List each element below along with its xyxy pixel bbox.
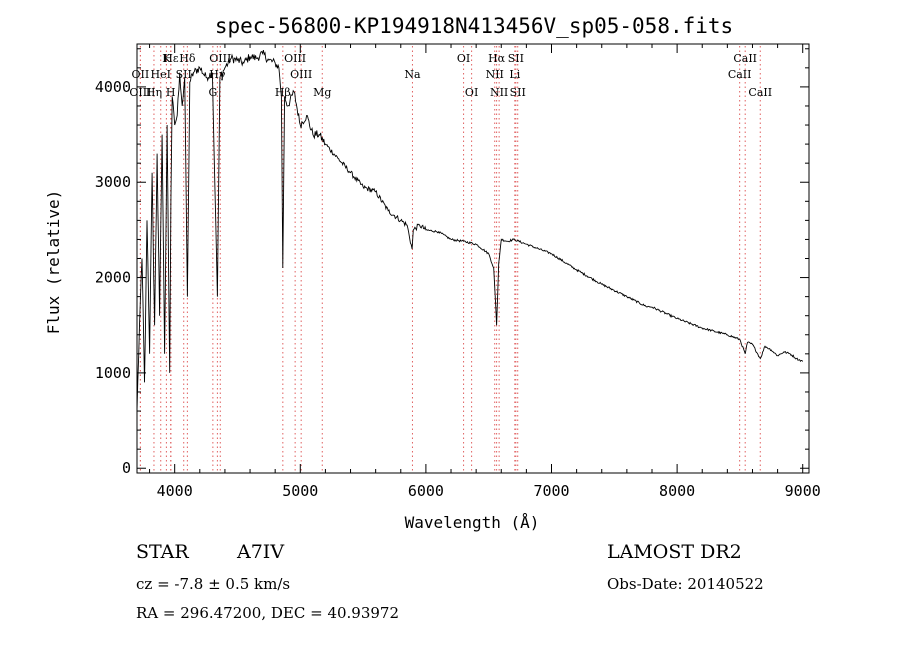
line-marker-label: Mg bbox=[313, 86, 331, 99]
y-tick-label: 1000 bbox=[95, 364, 131, 382]
line-marker-label: Hδ bbox=[179, 52, 196, 65]
redshift-value: cz = -7.8 ± 0.5 km/s bbox=[136, 575, 291, 593]
line-marker-label: Hβ bbox=[275, 86, 291, 99]
y-tick-label: 3000 bbox=[95, 173, 131, 191]
x-tick-label: 8000 bbox=[659, 482, 695, 500]
chart-title: spec-56800-KP194918N413456V_sp05-058.fit… bbox=[215, 14, 733, 38]
line-marker-label: Hε bbox=[163, 52, 179, 65]
line-marker-label: NII bbox=[486, 68, 504, 81]
y-tick-label: 0 bbox=[122, 459, 131, 477]
observation-date: Obs-Date: 20140522 bbox=[607, 575, 764, 593]
line-marker-label: OII bbox=[132, 68, 150, 81]
y-tick-label: 4000 bbox=[95, 78, 131, 96]
x-axis-label: Wavelength (Å) bbox=[405, 513, 540, 532]
x-tick-label: 9000 bbox=[785, 482, 821, 500]
line-marker-label: OI bbox=[465, 86, 478, 99]
coordinates: RA = 296.47200, DEC = 40.93972 bbox=[136, 604, 400, 622]
y-tick-label: 2000 bbox=[95, 269, 131, 287]
object-type: STAR bbox=[136, 541, 189, 563]
line-marker-label: OIII bbox=[284, 52, 306, 65]
axes: 4000 5000 6000 7000 8000 9000 0 1000 2000 3000 400… bbox=[95, 44, 821, 500]
line-marker-label: Hα bbox=[488, 52, 506, 65]
plot-frame bbox=[136, 43, 810, 474]
line-marker-label: Hη bbox=[146, 86, 162, 99]
y-axis-label: Flux (relative) bbox=[44, 190, 63, 335]
flux-line bbox=[136, 49, 804, 412]
line-marker-label: SII bbox=[508, 52, 524, 65]
line-marker-label: CaII bbox=[728, 68, 752, 81]
x-tick-label: 6000 bbox=[408, 482, 444, 500]
line-marker-label: OIII bbox=[209, 52, 231, 65]
x-tick-label: 7000 bbox=[533, 482, 569, 500]
survey-name: LAMOST DR2 bbox=[607, 541, 742, 563]
line-marker-label: OI bbox=[457, 52, 470, 65]
x-tick-label: 4000 bbox=[157, 482, 193, 500]
line-marker-label: K bbox=[162, 52, 171, 65]
line-marker-label: OIII bbox=[290, 68, 312, 81]
line-markers bbox=[139, 46, 761, 473]
line-marker-label: Li bbox=[509, 68, 520, 81]
flux-series bbox=[136, 49, 804, 412]
line-marker-label: H bbox=[166, 86, 176, 99]
line-marker-label: NII bbox=[490, 86, 508, 99]
line-marker-label: Na bbox=[404, 68, 421, 81]
line-marker-label: CaII bbox=[733, 52, 757, 65]
line-marker-label: CaII bbox=[748, 86, 772, 99]
spectral-class: A7IV bbox=[237, 541, 285, 563]
line-marker-label: SII bbox=[510, 86, 526, 99]
line-marker-label: SII bbox=[176, 68, 192, 81]
x-tick-label: 5000 bbox=[282, 482, 318, 500]
line-marker-label: HeI bbox=[151, 68, 171, 81]
line-marker-label: OIII bbox=[129, 86, 151, 99]
